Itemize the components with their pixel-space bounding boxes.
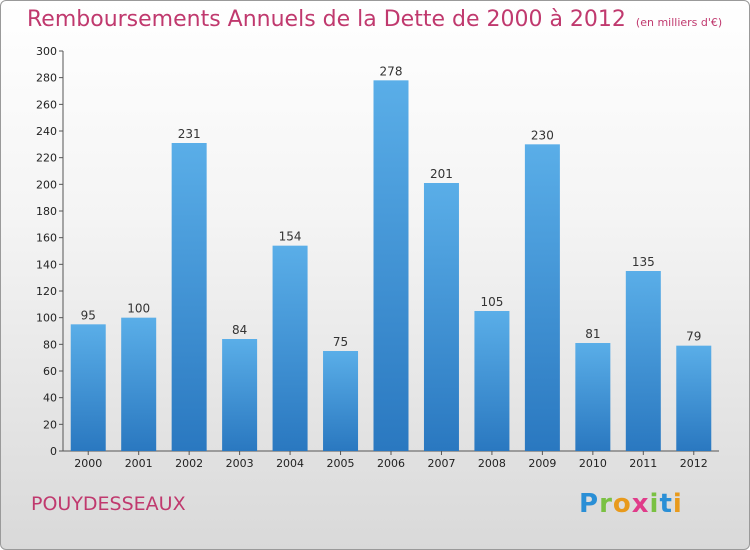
data-label-2012: 79 — [686, 330, 701, 344]
bar-2008 — [474, 311, 510, 451]
bar-2000 — [70, 324, 106, 451]
y-tick-label: 300 — [36, 45, 57, 58]
y-tick-label: 220 — [36, 152, 57, 165]
x-tick-label-2006: 2006 — [377, 457, 405, 470]
y-tick-label: 280 — [36, 72, 57, 85]
data-label-2007: 201 — [430, 167, 453, 181]
x-tick-label-2002: 2002 — [175, 457, 203, 470]
y-tick-label: 240 — [36, 125, 57, 138]
proxiti-logo: Proxiti — [579, 489, 683, 519]
bar-2004 — [272, 245, 308, 451]
data-label-2006: 278 — [380, 64, 403, 78]
data-label-2005: 75 — [333, 335, 348, 349]
logo-letter: i — [649, 489, 660, 519]
y-tick-label: 120 — [36, 285, 57, 298]
data-label-2000: 95 — [81, 308, 96, 322]
x-tick-label-2011: 2011 — [629, 457, 657, 470]
bar-2001 — [121, 317, 157, 451]
data-label-2002: 231 — [178, 127, 201, 141]
y-tick-label: 180 — [36, 205, 57, 218]
y-tick-label: 0 — [50, 445, 57, 458]
data-label-2008: 105 — [480, 295, 503, 309]
x-tick-label-2001: 2001 — [125, 457, 153, 470]
x-tick-label-2004: 2004 — [276, 457, 304, 470]
chart-title-text: Remboursements Annuels de la Dette de 20… — [27, 7, 626, 32]
logo-letter: t — [659, 489, 673, 519]
logo-letter: x — [631, 489, 650, 519]
data-label-2001: 100 — [127, 302, 150, 316]
data-label-2003: 84 — [232, 323, 247, 337]
y-tick-label: 40 — [43, 392, 57, 405]
logo-letter: P — [579, 489, 600, 519]
x-tick-label-2003: 2003 — [226, 457, 254, 470]
bar-2012 — [676, 345, 712, 451]
bar-2005 — [323, 351, 359, 451]
bar-2003 — [222, 339, 258, 451]
bar-2006 — [373, 80, 409, 451]
data-label-2011: 135 — [632, 255, 655, 269]
bar-2007 — [423, 183, 459, 451]
y-tick-label: 20 — [43, 418, 57, 431]
logo-letter: o — [612, 489, 632, 519]
x-tick-label-2008: 2008 — [478, 457, 506, 470]
bar-2002 — [171, 143, 207, 451]
y-tick-label: 200 — [36, 178, 57, 191]
logo-letter: r — [599, 489, 613, 519]
chart-title: Remboursements Annuels de la Dette de 20… — [27, 7, 722, 32]
x-tick-label-2000: 2000 — [74, 457, 102, 470]
bar-2009 — [524, 144, 560, 452]
data-label-2010: 81 — [585, 327, 600, 341]
y-tick-label: 100 — [36, 312, 57, 325]
x-tick-label-2005: 2005 — [327, 457, 355, 470]
y-tick-label: 80 — [43, 338, 57, 351]
data-label-2009: 230 — [531, 128, 554, 142]
x-tick-label-2010: 2010 — [579, 457, 607, 470]
x-tick-label-2009: 2009 — [528, 457, 556, 470]
logo-letter: i — [672, 489, 683, 519]
chart-subtitle: (en milliers d'€) — [635, 16, 723, 29]
commune-name: POUYDESSEAUX — [31, 493, 186, 515]
bar-2010 — [575, 343, 611, 451]
y-tick-label: 260 — [36, 98, 57, 111]
bar-2011 — [625, 271, 661, 451]
y-tick-label: 160 — [36, 232, 57, 245]
y-tick-label: 140 — [36, 258, 57, 271]
x-tick-label-2007: 2007 — [427, 457, 455, 470]
data-label-2004: 154 — [279, 230, 302, 244]
x-tick-label-2012: 2012 — [680, 457, 708, 470]
y-tick-label: 60 — [43, 365, 57, 378]
